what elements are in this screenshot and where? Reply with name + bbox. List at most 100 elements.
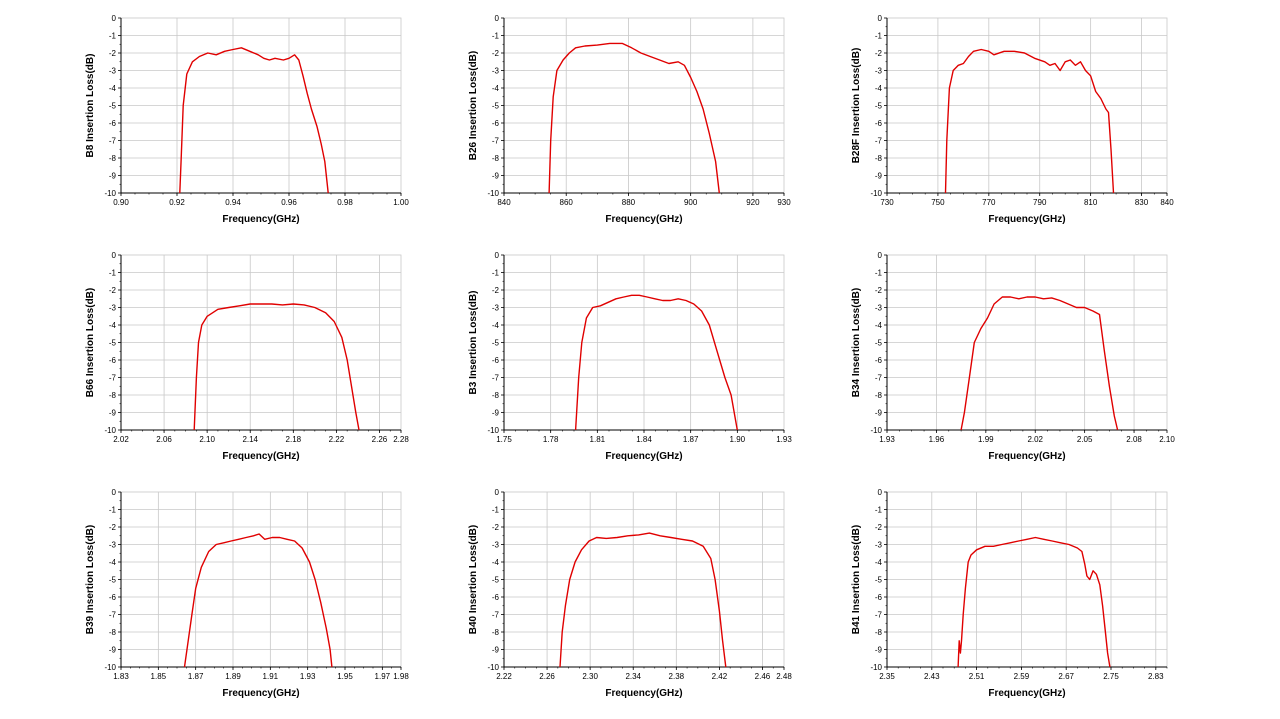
y-tick-label: -7	[875, 611, 883, 620]
x-tick-label: 2.06	[156, 435, 172, 444]
y-tick-label: -6	[875, 356, 883, 365]
y-tick-label: -4	[875, 558, 883, 567]
x-tick-label: 830	[1135, 198, 1149, 207]
x-tick-label: 2.51	[969, 672, 985, 681]
x-tick-label: 2.05	[1077, 435, 1093, 444]
x-axis-title: Frequency(GHz)	[605, 451, 682, 462]
x-tick-label: 0.98	[337, 198, 353, 207]
x-tick-label: 1.93	[300, 672, 316, 681]
y-tick-label: -8	[492, 391, 500, 400]
chart-panel-5: 0 -1 -2 -3 -4 -5 -6 -7 -8 -9 -101.75 1.78 1.81 1.84 1.…	[468, 251, 792, 462]
x-tick-label: 770	[982, 198, 996, 207]
y-tick-label: 0	[495, 488, 500, 497]
x-tick-label: 900	[684, 198, 698, 207]
y-tick-label: -10	[104, 663, 116, 672]
x-axis-title: Frequency(GHz)	[222, 688, 299, 699]
y-tick-label: -3	[875, 67, 883, 76]
x-tick-label: 2.75	[1103, 672, 1119, 681]
y-tick-label: -2	[109, 49, 117, 58]
insertion-loss-curve	[183, 533, 333, 668]
y-axis-title: B28F Insertion Loss(dB)	[851, 48, 862, 164]
y-tick-label: -6	[492, 593, 500, 602]
x-tick-label: 1.00	[393, 198, 409, 207]
y-tick-label: -6	[875, 593, 883, 602]
x-tick-label: 2.26	[539, 672, 555, 681]
y-tick-label: -4	[109, 558, 117, 567]
y-tick-label: -3	[109, 304, 117, 313]
x-tick-label: 1.81	[590, 435, 606, 444]
y-tick-label: -1	[875, 506, 883, 515]
x-tick-label: 2.83	[1148, 672, 1164, 681]
y-tick-label: -5	[492, 339, 500, 348]
y-axis-title: B40 Insertion Loss(dB)	[468, 525, 479, 634]
x-tick-label: 1.75	[496, 435, 512, 444]
x-tick-label: 0.96	[281, 198, 297, 207]
y-tick-label: -5	[875, 102, 883, 111]
x-tick-label: 1.85	[151, 672, 167, 681]
y-tick-label: -2	[875, 49, 883, 58]
x-tick-label: 1.93	[879, 435, 895, 444]
x-tick-label: 1.83	[113, 672, 129, 681]
y-tick-label: -3	[875, 304, 883, 313]
y-tick-label: -6	[492, 356, 500, 365]
y-tick-label: 0	[112, 488, 117, 497]
y-tick-label: -5	[109, 339, 117, 348]
chart-panel-4: 0 -1 -2 -3 -4 -5 -6 -7 -8 -9 -102.02 2.06 2.10 2.14 2.…	[85, 251, 409, 462]
y-tick-label: -7	[875, 374, 883, 383]
insertion-loss-curve	[548, 42, 720, 194]
x-tick-label: 2.30	[582, 672, 598, 681]
y-tick-label: -8	[875, 628, 883, 637]
y-tick-label: -7	[492, 137, 500, 146]
x-tick-label: 2.38	[669, 672, 685, 681]
y-tick-label: -4	[492, 84, 500, 93]
y-tick-label: -9	[492, 646, 500, 655]
y-tick-label: -10	[104, 426, 116, 435]
y-tick-label: -8	[109, 391, 117, 400]
y-tick-label: -6	[109, 119, 117, 128]
x-tick-label: 2.67	[1058, 672, 1074, 681]
x-tick-label: 840	[1160, 198, 1174, 207]
x-tick-label: 790	[1033, 198, 1047, 207]
y-tick-label: -9	[109, 646, 117, 655]
x-tick-label: 1.89	[225, 672, 241, 681]
y-tick-label: -2	[109, 286, 117, 295]
x-axis-title: Frequency(GHz)	[222, 214, 299, 225]
y-tick-label: -9	[875, 646, 883, 655]
y-tick-label: -5	[109, 102, 117, 111]
x-tick-label: 2.14	[242, 435, 258, 444]
y-tick-label: -2	[875, 523, 883, 532]
y-tick-label: 0	[878, 251, 883, 260]
y-tick-label: -10	[487, 426, 499, 435]
y-tick-label: -10	[487, 663, 499, 672]
y-tick-label: -10	[870, 426, 882, 435]
y-tick-label: -7	[492, 611, 500, 620]
y-tick-label: -3	[109, 541, 117, 550]
y-tick-label: 0	[878, 14, 883, 23]
x-tick-label: 2.02	[113, 435, 129, 444]
y-tick-label: -3	[492, 304, 500, 313]
y-tick-label: -1	[109, 506, 117, 515]
y-tick-label: 0	[495, 14, 500, 23]
x-tick-label: 0.94	[225, 198, 241, 207]
y-tick-label: -7	[109, 137, 117, 146]
y-tick-label: -9	[875, 409, 883, 418]
x-tick-label: 2.46	[755, 672, 771, 681]
x-tick-label: 2.10	[1159, 435, 1175, 444]
x-axis-title: Frequency(GHz)	[988, 688, 1065, 699]
x-axis-title: Frequency(GHz)	[988, 214, 1065, 225]
x-tick-label: 1.91	[263, 672, 279, 681]
y-tick-label: -1	[875, 32, 883, 41]
x-tick-label: 2.18	[286, 435, 302, 444]
y-axis-title: B3 Insertion Loss(dB)	[468, 291, 479, 395]
y-tick-label: -8	[492, 628, 500, 637]
x-tick-label: 2.28	[393, 435, 409, 444]
chart-panel-7: 0 -1 -2 -3 -4 -5 -6 -7 -8 -9 -101.83 1.85 1.87 1.89 1.…	[85, 488, 409, 699]
x-tick-label: 0.92	[169, 198, 185, 207]
y-tick-label: -5	[875, 576, 883, 585]
y-tick-label: -1	[492, 269, 500, 278]
y-tick-label: -5	[492, 102, 500, 111]
x-tick-label: 750	[931, 198, 945, 207]
y-tick-label: -1	[875, 269, 883, 278]
